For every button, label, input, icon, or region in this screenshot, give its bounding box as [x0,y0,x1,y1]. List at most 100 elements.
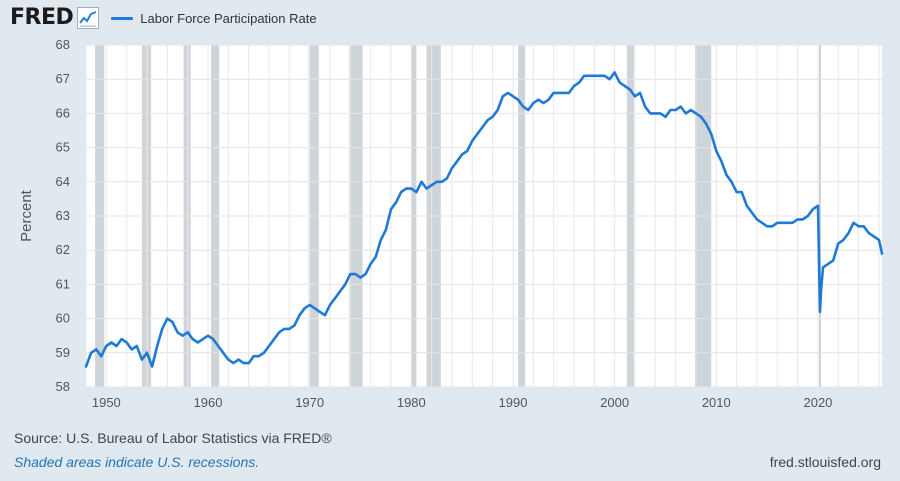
y-tick-label: 60 [56,311,70,326]
data-point [817,204,819,207]
data-point [527,109,530,111]
data-point [827,263,829,265]
data-point [395,201,397,204]
data-point [756,218,758,221]
data-point [446,177,448,180]
data-point [344,283,347,286]
data-point [100,355,103,358]
legend-swatch [111,16,134,20]
data-point [202,338,204,340]
data-point [593,74,596,77]
data-point [415,191,418,193]
data-point [583,74,585,77]
data-point [252,355,255,358]
data-point [852,222,855,224]
data-point [700,116,702,118]
data-point [812,208,814,210]
y-tick-label: 58 [56,379,70,394]
x-tick-label: 1980 [397,395,426,410]
data-point [801,218,804,221]
data-point [486,119,489,122]
data-point [618,81,621,84]
data-point [568,92,570,94]
source-prefix: Source: [14,430,67,446]
data-point [842,239,845,241]
data-point [476,133,479,135]
data-point [806,215,809,217]
data-point [537,98,540,101]
data-point [207,334,209,337]
data-point [456,160,458,163]
data-point [735,191,738,193]
data-point [405,187,408,190]
data-point [725,174,728,176]
data-point [237,358,240,361]
data-point [786,222,789,224]
data-point [374,256,377,258]
data-point [232,362,235,364]
series-layer [84,71,884,368]
data-point [258,355,260,358]
data-point [710,133,713,135]
data-point [644,105,646,108]
data-point [862,225,865,228]
data-point [654,112,657,115]
data-point [522,105,524,108]
data-point [166,317,169,320]
line-chart-icon [77,7,100,29]
data-point [268,345,270,347]
data-point [115,345,118,347]
y-tick-label: 65 [56,140,70,155]
data-point [598,74,601,77]
data-point [603,74,606,77]
data-point [186,331,189,334]
data-point [873,235,875,238]
data-point [481,126,484,128]
data-point [573,85,575,87]
data-point [629,88,631,91]
chart-header: FRED Labor Force Participation Rate [10,4,317,32]
data-point [507,92,509,94]
data-point [679,105,682,108]
data-point [390,208,392,210]
data-point [242,362,245,364]
data-point [85,365,87,368]
data-point [146,352,148,354]
x-axis-ticks: 1950 1960 1970 1980 1990 2000 2010 2020 [92,395,833,410]
site-link[interactable]: fred.stlouisfed.org [769,454,881,470]
data-point [461,153,463,156]
data-point [547,98,550,101]
data-point [420,181,423,183]
data-point [298,314,301,316]
data-point [369,263,372,265]
data-point [339,290,341,293]
data-point [695,112,697,115]
data-point [349,273,352,275]
data-point [451,167,453,169]
data-point [197,341,199,344]
y-tick-label: 63 [56,208,70,223]
data-point [819,310,821,313]
data-point [664,116,667,118]
fred-logo[interactable]: FRED [10,5,74,30]
data-point [95,348,97,351]
data-point [334,297,336,299]
data-point [745,204,748,207]
grid-lines [85,44,882,388]
data-point [288,328,291,330]
data-point [781,222,784,224]
data-point [278,331,280,334]
data-point [740,191,743,193]
data-point [512,95,514,98]
data-point [690,109,692,111]
y-axis-label: Percent [18,189,35,242]
data-point [161,328,164,330]
data-point [578,81,580,84]
data-point [730,181,733,183]
data-point [639,92,641,94]
data-point [771,225,774,228]
data-point [222,352,225,354]
data-point [227,358,230,361]
